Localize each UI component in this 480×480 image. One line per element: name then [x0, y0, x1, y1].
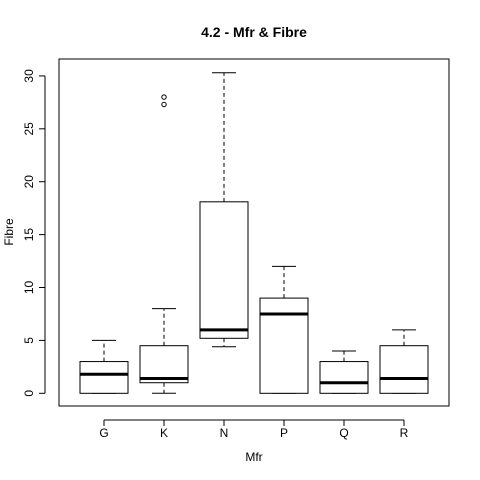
outlier-point [161, 101, 167, 108]
x-tick-label: N [220, 426, 229, 440]
x-tick-label: K [160, 426, 168, 440]
boxes-group [79, 72, 429, 394]
box-P [259, 265, 309, 394]
x-tick-label: G [99, 426, 108, 440]
y-tick-label: 0 [22, 390, 36, 397]
y-tick-label: 5 [22, 337, 36, 344]
x-tick-label: R [400, 426, 409, 440]
box-iqr [379, 345, 429, 394]
box-iqr [259, 297, 309, 394]
plot-frame [58, 58, 450, 407]
box-iqr [139, 345, 189, 384]
outlier-point [161, 94, 167, 100]
box-G [79, 339, 129, 394]
box-Q [319, 350, 369, 394]
y-tick-label: 15 [22, 228, 36, 242]
box-N [199, 72, 249, 348]
x-tick-label: Q [339, 426, 348, 440]
y-tick-label: 20 [22, 175, 36, 189]
box-iqr [79, 361, 129, 394]
y-axis: 0 5 10 15 20 25 30 [22, 69, 46, 397]
y-axis-label: Fibre [2, 218, 16, 246]
x-tick-label: P [280, 426, 288, 440]
box-iqr [199, 201, 249, 339]
box-R [379, 329, 429, 394]
y-tick-label: 10 [22, 281, 36, 295]
y-tick-label: 30 [22, 69, 36, 83]
chart-title: 4.2 - Mfr & Fibre [201, 24, 307, 40]
x-axis-label: Mfr [245, 450, 262, 464]
box-K [139, 94, 189, 394]
box-iqr [319, 361, 369, 394]
y-tick-label: 25 [22, 122, 36, 136]
